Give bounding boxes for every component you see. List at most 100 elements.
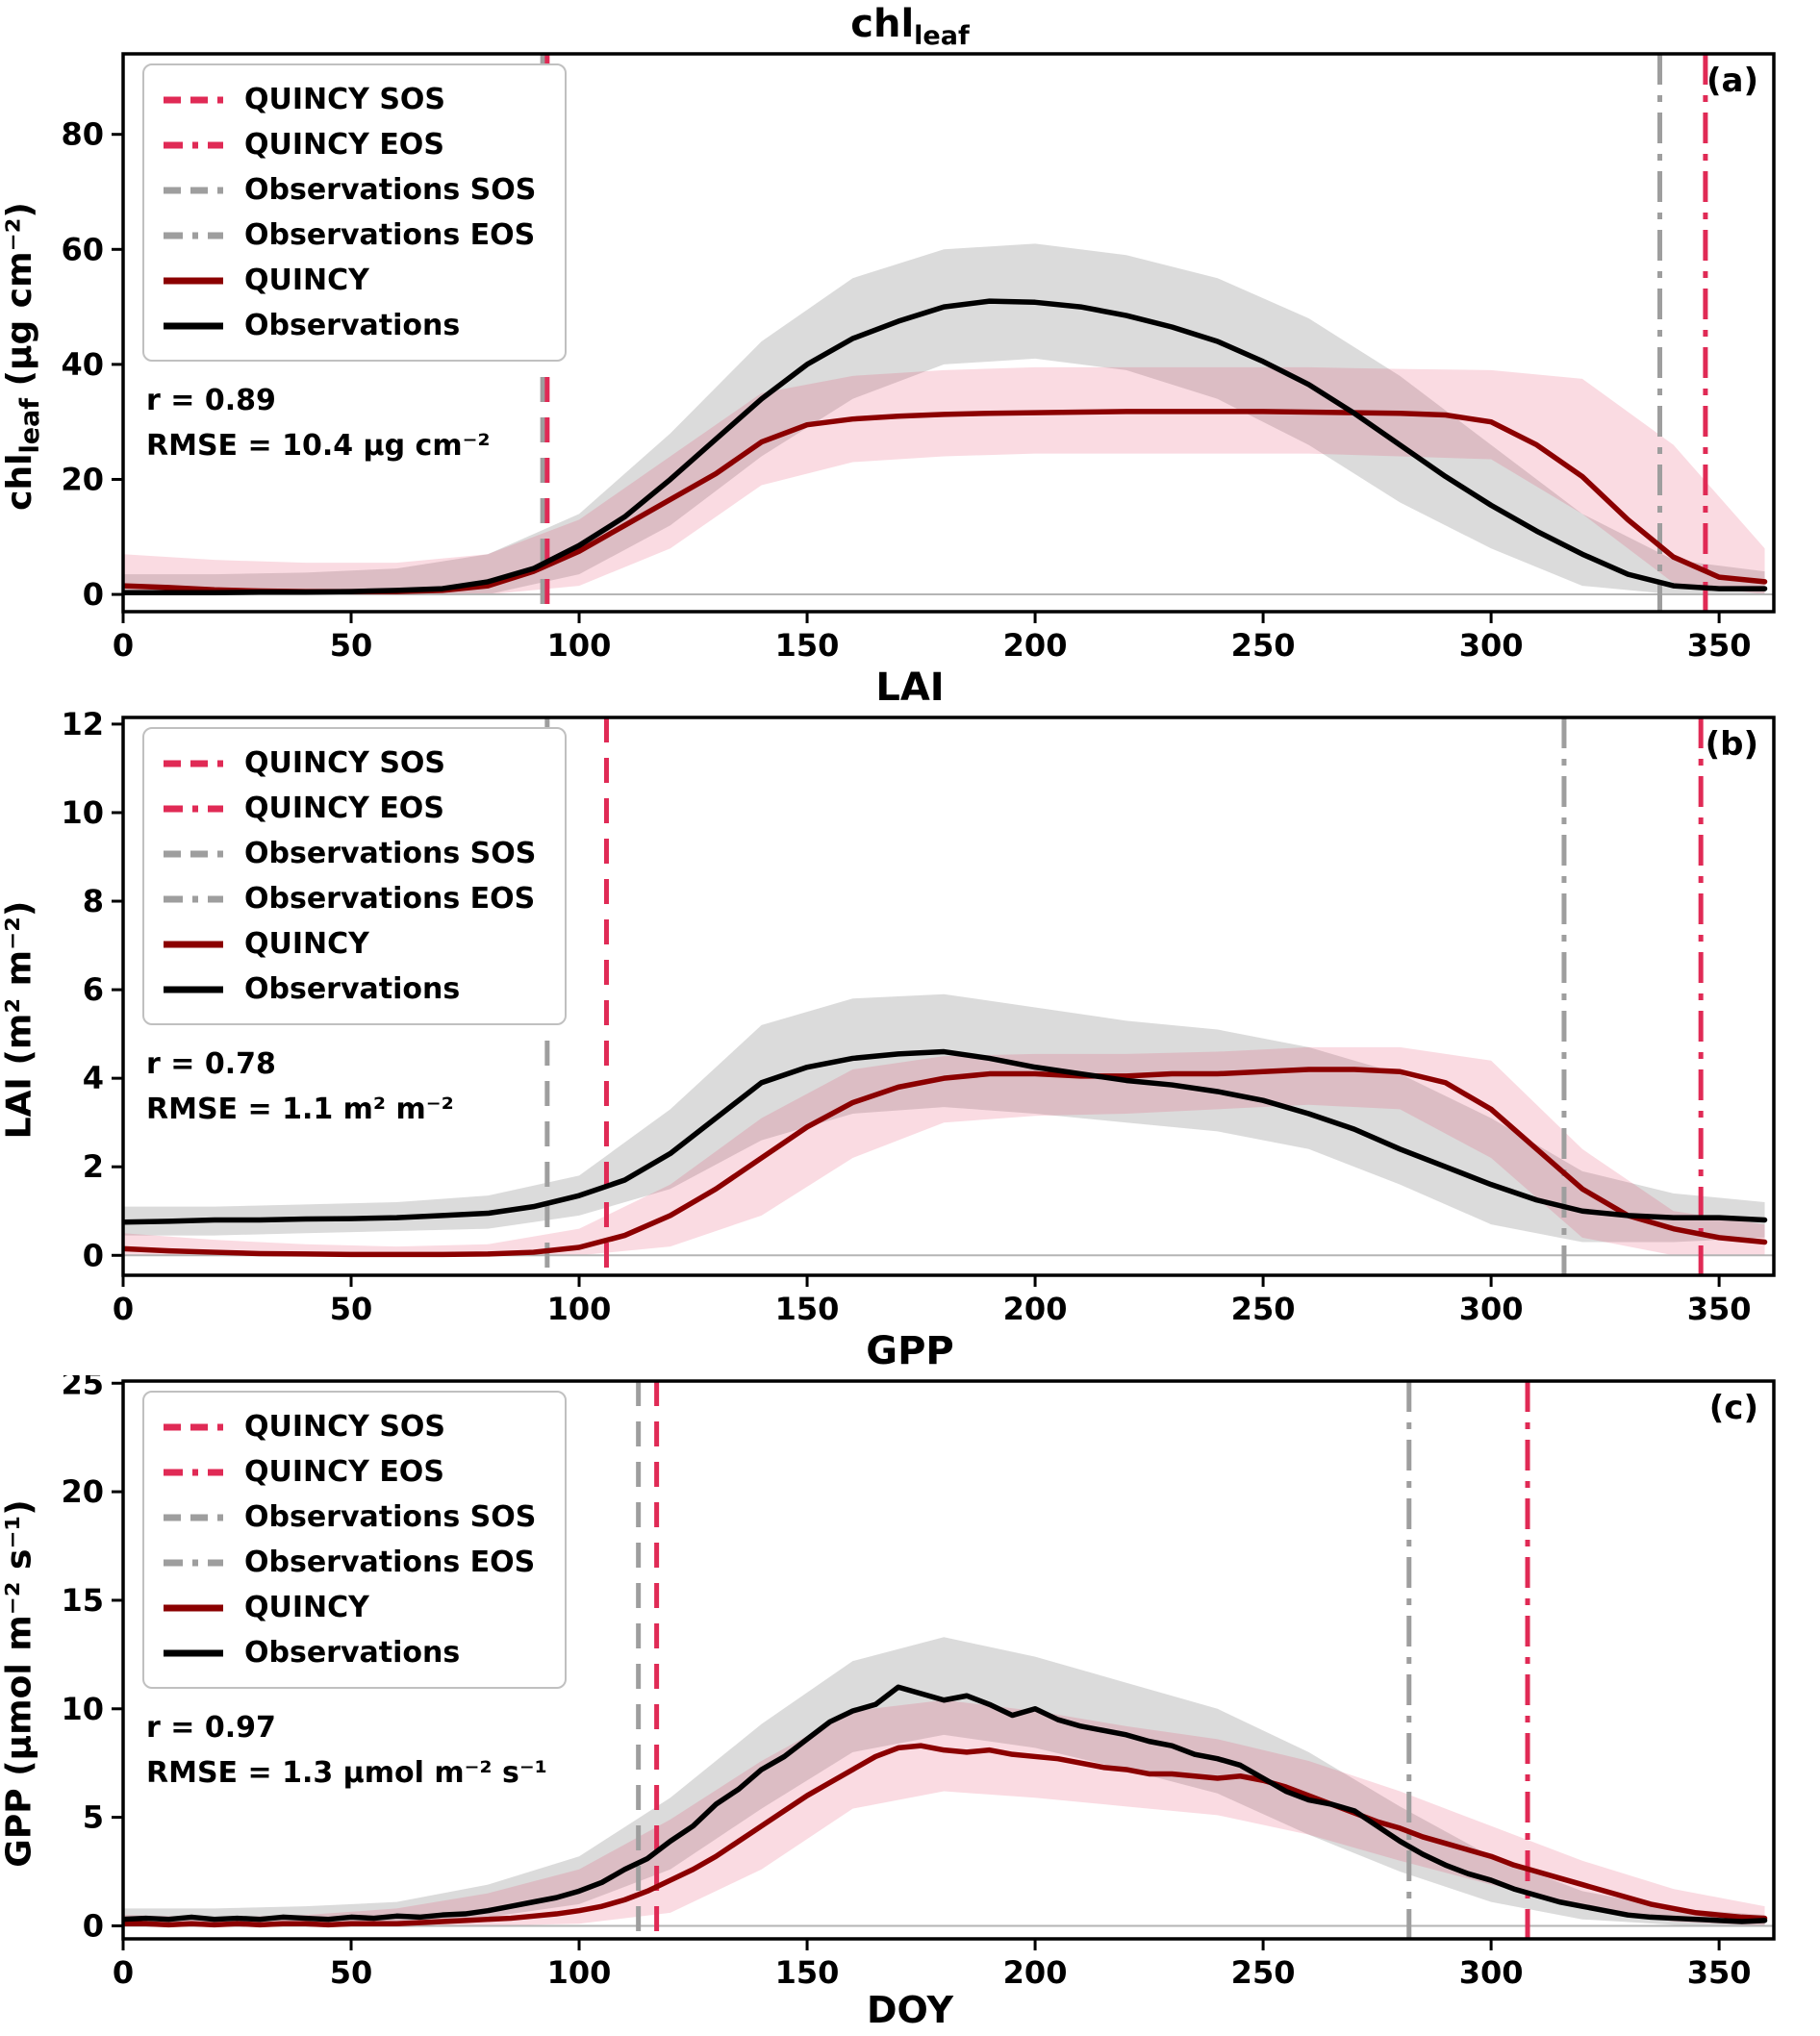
- panel-b-title: LAI: [0, 664, 1820, 712]
- x-tick-label: 0: [113, 1291, 134, 1327]
- panel-plot-c: 0 50 100 150 200 250 300 350 0 5 10 15 20 25: [61, 1375, 1776, 1991]
- x-tick-label: 0: [113, 627, 134, 664]
- panel-plot-a: 0 50 100 150 200 250 300 350 0 20 40 60 80: [61, 52, 1776, 664]
- rmse-value: RMSE = 1.1 m² m⁻²: [146, 1092, 454, 1126]
- panel-b: LAI LAI (m² m⁻²) 0 50 100 150 200 250 300 350 0 2…: [0, 664, 1820, 1327]
- legend-item: QUINCY: [162, 921, 536, 967]
- legend-dashed-line-icon: [164, 760, 223, 767]
- x-tick-label: 300: [1459, 1291, 1524, 1327]
- legend-solid-line-icon: [164, 986, 223, 993]
- legend-solid-line-icon: [164, 941, 223, 947]
- legend-item: QUINCY SOS: [162, 1404, 536, 1449]
- x-tick-label: 200: [1003, 627, 1068, 664]
- legend-dashdot-line-icon: [164, 141, 223, 148]
- y-tick-label: 12: [61, 712, 104, 742]
- legend-item: Observations: [162, 967, 536, 1012]
- legend-item-label: Observations: [244, 1636, 461, 1670]
- series-quincy: [123, 1067, 1768, 1258]
- legend-dashdot-line-icon: [164, 1469, 223, 1475]
- legend-dashed-line-icon: [164, 96, 223, 103]
- legend-item-label: QUINCY SOS: [244, 746, 446, 780]
- panel-a-title-subscript: leaf: [914, 21, 970, 51]
- legend-solid-line-icon: [164, 322, 223, 329]
- x-axis-label: DOY: [866, 1989, 953, 2031]
- plot-frame: [121, 1379, 1776, 1941]
- legend-item-label: QUINCY: [244, 927, 369, 961]
- legend-solid-line-icon: [164, 1604, 223, 1611]
- panel-b-title-text: LAI: [875, 666, 945, 710]
- x-tick-label: 0: [113, 1954, 134, 1991]
- legend-dashdot-line-icon: [164, 1559, 223, 1566]
- legend-item: Observations EOS: [162, 876, 536, 921]
- y-tick-label: 5: [83, 1799, 104, 1836]
- x-tick-label: 250: [1231, 1291, 1296, 1327]
- legend-dashdot-line-icon: [164, 805, 223, 812]
- rmse-value: RMSE = 1.3 µmol m⁻² s⁻¹: [146, 1755, 547, 1790]
- x-tick-label: 250: [1231, 1954, 1296, 1991]
- panel-letter-b: (b): [1705, 725, 1758, 764]
- legend-item-label: QUINCY EOS: [244, 792, 444, 825]
- legend-dashdot-line-icon: [164, 895, 223, 902]
- rmse-value: RMSE = 10.4 µg cm⁻²: [146, 428, 491, 463]
- band-observations-uncertainty: [123, 1637, 1765, 1926]
- legend-item: Observations SOS: [162, 167, 536, 213]
- legend-item-label: Observations SOS: [244, 1500, 537, 1534]
- x-tick-label: 150: [775, 1291, 840, 1327]
- panel-c-plot-area: GPP (µmol m⁻² s⁻¹) 0 50 100 150 200 250 300 350…: [0, 1375, 1820, 1991]
- panel-b-plot-area: LAI (m² m⁻²) 0 50 100 150 200 250 300 350 0 2 4 6 8 1…: [0, 712, 1820, 1327]
- x-tick-label: 200: [1003, 1954, 1068, 1991]
- legend-item: Observations: [162, 303, 536, 348]
- panel-a-stats: r = 0.89 RMSE = 10.4 µg cm⁻²: [146, 379, 491, 468]
- legend-item-label: Observations SOS: [244, 173, 537, 207]
- y-tick-label: 80: [61, 116, 104, 153]
- y-tick-label: 15: [61, 1582, 104, 1619]
- panel-c-title-text: GPP: [866, 1329, 954, 1373]
- y-tick-label: 20: [61, 1473, 104, 1510]
- y-tick-label: 2: [83, 1148, 104, 1185]
- x-tick-label: 350: [1687, 1954, 1752, 1991]
- legend-item-label: QUINCY EOS: [244, 128, 444, 162]
- legend-item-label: QUINCY SOS: [244, 1410, 446, 1444]
- y-tick-label: 0: [83, 1907, 104, 1944]
- x-tick-label: 100: [547, 627, 612, 664]
- legend-dashed-line-icon: [164, 850, 223, 857]
- x-tick-label: 350: [1687, 1291, 1752, 1327]
- x-tick-label: 100: [547, 1291, 612, 1327]
- legend-item-label: Observations SOS: [244, 837, 537, 870]
- x-tick-label: 350: [1687, 627, 1752, 664]
- x-tick-label: 50: [330, 1954, 373, 1991]
- y-tick-label: 10: [61, 794, 104, 831]
- legend-item: Observations: [162, 1630, 536, 1675]
- legend-dashdot-line-icon: [164, 232, 223, 239]
- y-tick-label: 60: [61, 231, 104, 267]
- legend-item: QUINCY SOS: [162, 77, 536, 122]
- legend: QUINCY SOS QUINCY EOS Observations SOS Obse…: [142, 1391, 568, 1689]
- panel-a-title: chlleaf: [0, 0, 1820, 51]
- y-tick-label: 20: [61, 461, 104, 497]
- legend-item-label: QUINCY EOS: [244, 1455, 444, 1489]
- series-observations: [123, 298, 1768, 596]
- r-value: r = 0.78: [146, 1047, 276, 1081]
- legend-dashed-line-icon: [164, 187, 223, 193]
- panel-a-title-text: chl: [850, 2, 915, 46]
- legend-item-label: Observations EOS: [244, 218, 536, 252]
- x-tick-label: 250: [1231, 627, 1296, 664]
- r-value: r = 0.89: [146, 384, 276, 417]
- band-quincy-uncertainty: [123, 366, 1765, 595]
- panel-a-plot-area: chlleaf (µg cm⁻²) 0 50 100 150 200 250 300 350 0…: [0, 48, 1820, 664]
- legend: QUINCY SOS QUINCY EOS Observations SOS Obse…: [142, 727, 568, 1025]
- panel-letter-c: (c): [1708, 1389, 1758, 1427]
- panel-plot-b: 0 50 100 150 200 250 300 350 0 2 4 6 8 10 12: [61, 712, 1776, 1327]
- plot-frame: [121, 52, 1776, 614]
- legend-item: Observations SOS: [162, 1495, 536, 1540]
- legend-item-label: QUINCY: [244, 1591, 369, 1624]
- series-observations: [123, 1684, 1768, 1924]
- x-tick-label: 200: [1003, 1291, 1068, 1327]
- panel-c-title: GPP: [0, 1327, 1820, 1375]
- y-tick-label: 6: [83, 971, 104, 1008]
- y-tick-label: 0: [83, 1237, 104, 1273]
- r-value: r = 0.97: [146, 1711, 276, 1745]
- legend-dashed-line-icon: [164, 1514, 223, 1521]
- legend-item: QUINCY EOS: [162, 786, 536, 831]
- band-quincy-uncertainty: [123, 1699, 1765, 1926]
